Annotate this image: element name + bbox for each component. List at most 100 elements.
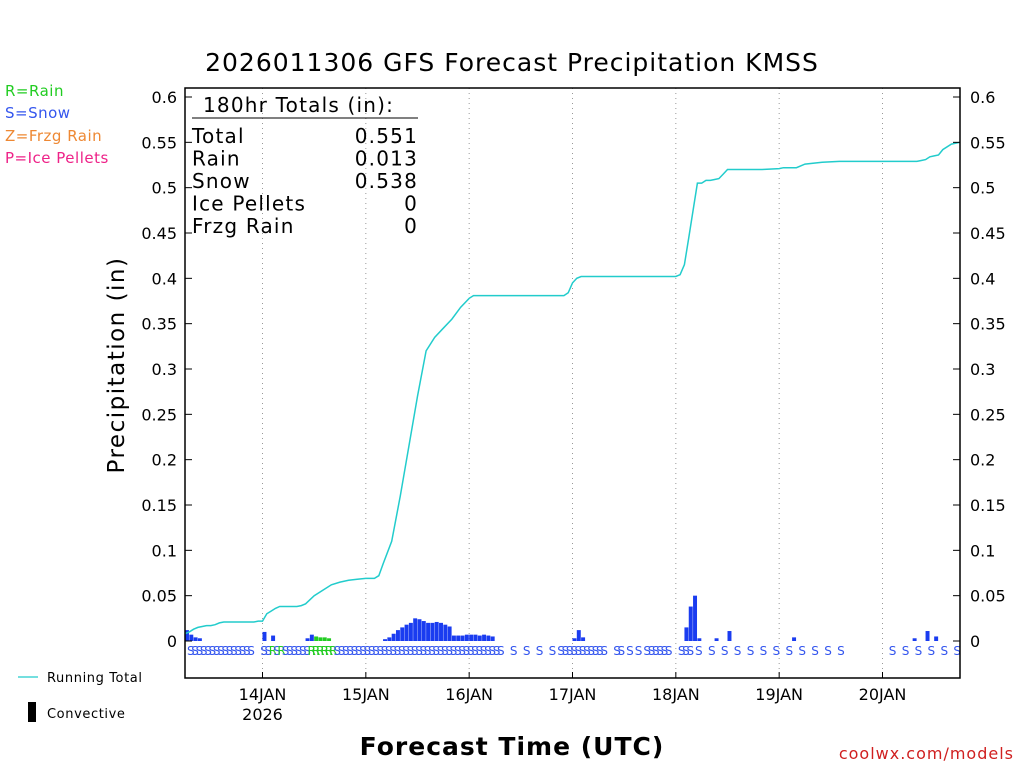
totals-row-value: 0.538 (355, 169, 418, 193)
ptype-marker: S (661, 644, 669, 658)
precip-bar (189, 634, 194, 641)
ptype-marker: S (454, 644, 462, 658)
totals-row-value: 0 (404, 214, 418, 238)
precip-bar (413, 618, 418, 641)
ptype-marker: S (721, 644, 729, 658)
y-tick-label-right: 0.55 (970, 133, 1006, 152)
ptype-marker: S (191, 644, 199, 658)
y-tick-label-right: 0.4 (970, 269, 995, 288)
ptype-marker: S (338, 644, 346, 658)
ptype-marker: S (665, 644, 673, 658)
x-tick-label: 20JAN (859, 685, 907, 704)
precip-bar (434, 621, 439, 641)
ptype-marker: S (282, 644, 290, 658)
ptype-marker: R (312, 644, 320, 658)
y-tick-label-left: 0.6 (152, 88, 177, 107)
ptype-marker: S (424, 644, 432, 658)
ptype-marker: S (265, 644, 273, 658)
ptype-marker: S (493, 644, 501, 658)
ptype-marker: S (785, 644, 793, 658)
y-tick-label-right: 0.25 (970, 405, 1006, 424)
precip-bar (464, 634, 469, 641)
ptype-marker: S (299, 644, 307, 658)
ptype-marker: S (376, 644, 384, 658)
ptype-marker: S (226, 644, 234, 658)
precip-bar (322, 637, 327, 641)
ptype-marker: S (187, 644, 195, 658)
precip-bar (439, 622, 443, 641)
precip-bar (395, 630, 400, 641)
ptype-marker: S (837, 644, 845, 658)
ptype-marker: S (760, 644, 768, 658)
ptype-marker: S (592, 644, 600, 658)
ptype-marker: S (381, 644, 389, 658)
ptype-marker: S (656, 644, 664, 658)
precip-bar (391, 633, 396, 641)
y-tick-label-left: 0.35 (141, 315, 177, 334)
y-axis-left: 0 0.05 0.1 0.15 0.2 0.25 0.3 0.35 0.4 0.45 0.5 0.55… (141, 88, 192, 651)
precip-bar (714, 638, 719, 641)
precip-bars (185, 595, 939, 641)
totals-header: 180hr Totals (in): (203, 93, 394, 117)
ptype-marker: S (708, 644, 716, 658)
precip-bar (197, 638, 202, 641)
y-tick-label-right: 0.45 (970, 224, 1006, 243)
ptype-marker: S (570, 644, 578, 658)
precip-bar (792, 637, 797, 641)
precip-bar (447, 626, 452, 641)
y-tick-label-right: 0.1 (970, 541, 995, 560)
precip-bar (305, 638, 310, 641)
x-tick-label: 16JAN (445, 685, 493, 704)
running-total-line-group (184, 141, 961, 635)
ptype-marker: S (523, 644, 531, 658)
legend-snow: S=Snow (5, 104, 71, 122)
ptype-marker: S (273, 644, 281, 658)
ptype-marker: S (824, 644, 832, 658)
ptype-marker: S (351, 644, 359, 658)
ptype-marker: S (402, 644, 410, 658)
ptype-marker: S (643, 644, 651, 658)
ptype-marker: S (239, 644, 247, 658)
precip-bar (727, 631, 732, 641)
precip-bar (383, 639, 388, 641)
ptype-marker: S (648, 644, 656, 658)
x-tick-sublabel: 2026 (242, 705, 283, 724)
ptype-marker: S (953, 644, 961, 658)
ptype-marker: S (484, 644, 492, 658)
precip-bar (314, 636, 319, 641)
precip-bar (486, 635, 491, 641)
precip-bar (309, 634, 314, 641)
ptype-marker: S (217, 644, 225, 658)
y-tick-label-left: 0.45 (141, 224, 177, 243)
precip-bar (684, 627, 689, 641)
y-tick-label-right: 0.6 (970, 88, 995, 107)
ptype-marker: S (889, 644, 897, 658)
y-tick-label-right: 0.5 (970, 179, 995, 198)
ptype-marker: S (682, 644, 690, 658)
y-tick-label-right: 0.2 (970, 451, 995, 470)
credit-link[interactable]: coolwx.com/models (838, 744, 1014, 763)
ptype-marker: S (557, 644, 565, 658)
ptype-marker: S (798, 644, 806, 658)
ptype-marker: S (355, 644, 363, 658)
precip-bar (430, 622, 435, 641)
ptype-marker: S (441, 644, 449, 658)
ptype-marker: S (686, 644, 694, 658)
precip-bar (482, 634, 487, 641)
x-tick-label: 18JAN (652, 685, 700, 704)
ptype-marker: S (234, 644, 242, 658)
ptype-marker: S (364, 644, 372, 658)
precip-bar (460, 635, 465, 641)
ptype-marker: S (510, 644, 518, 658)
precip-bar (421, 621, 426, 641)
ptype-marker: S (678, 644, 686, 658)
totals-box: 180hr Totals (in): Total 0.551 Rain 0.013 Sn… (191, 93, 418, 238)
totals-row-label: Ice Pellets (192, 192, 306, 216)
ptype-marker: S (734, 644, 742, 658)
ptype-marker: S (389, 644, 397, 658)
ptype-marker: S (432, 644, 440, 658)
precip-bar (327, 638, 332, 641)
ptype-marker: S (467, 644, 475, 658)
